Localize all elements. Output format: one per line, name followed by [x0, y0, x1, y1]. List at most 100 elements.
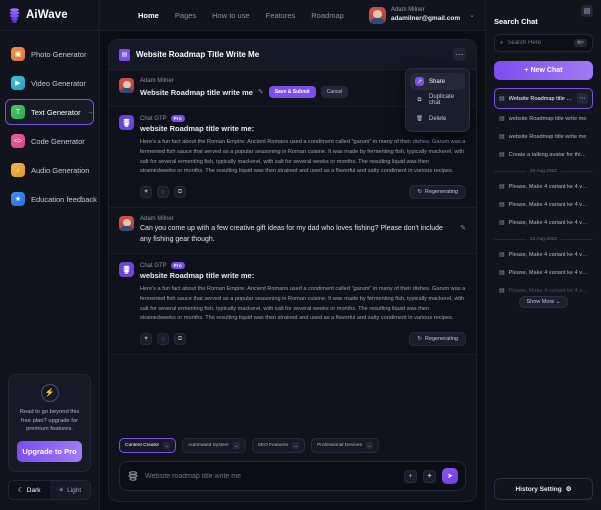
edit-icon[interactable]: ✎ — [460, 225, 466, 233]
copy-icon[interactable]: ⧉ — [174, 333, 186, 346]
chat-list-item-active[interactable]: ▤ Website Roadmap title write me ⋯ — [494, 88, 593, 109]
menu-item-share[interactable]: ↗ Share — [410, 73, 465, 90]
chat-list-item[interactable]: ▤ Please, Make 4 variant ke 4 varian — [494, 264, 593, 281]
chat-list-item[interactable]: ▤ website Roadmap title write me — [494, 128, 593, 145]
suggestion-tags: Content Creator → Automated System → SEO… — [119, 438, 466, 453]
nav-features[interactable]: Features — [265, 10, 296, 20]
like-icon[interactable]: ♥ — [140, 333, 152, 346]
bulb-icon[interactable]: ♢ — [157, 186, 169, 199]
nav-how-to-use[interactable]: How to use — [212, 10, 250, 20]
tag-content-creator[interactable]: Content Creator → — [119, 438, 177, 453]
like-icon[interactable]: ♥ — [140, 186, 152, 199]
sidebar-item-photo-generator[interactable]: ▣ Photo Generator — [5, 41, 94, 67]
tag-seo-features[interactable]: SEO Features → — [251, 438, 306, 453]
menu-item-label: Share — [429, 78, 446, 85]
duplicate-icon: ⧉ — [417, 96, 422, 103]
search-icon: ⌕ — [500, 39, 504, 46]
nav-pages[interactable]: Pages — [174, 10, 197, 20]
theme-toggle: ☾ Dark ☀ Light — [8, 480, 91, 500]
chat-list-item[interactable]: ▤ Please, Make 4 variant ke 4 varian — [494, 178, 593, 195]
document-icon: ▤ — [499, 202, 505, 208]
status-badge: Pro — [170, 115, 185, 122]
content-area: ▤ Website Roadmap Title Write Me ⋯ ↗ Sha… — [100, 31, 485, 510]
chat-list-item-label: Please, Make 4 variant ke 4 varian — [508, 287, 588, 294]
chat-list-item-label: Create a talking avatar for this scrip — [508, 151, 588, 158]
education-icon: ★ — [11, 192, 25, 206]
menu-item-duplicate-chat[interactable]: ⧉ Duplicate chat — [410, 90, 465, 110]
chat-list-item[interactable]: ▤ Please, Make 4 variant ke 4 varian — [494, 196, 593, 213]
regenerate-button[interactable]: ↻ Regenerating — [409, 185, 466, 200]
sidebar-item-code-generator[interactable]: <> Code Generator — [5, 128, 94, 154]
message-body: Here's a fun fact about the Roman Empire… — [140, 139, 466, 175]
send-button[interactable]: ➤ — [442, 468, 458, 484]
chat-list-item[interactable]: ▤ Create a talking avatar for this scrip — [494, 146, 593, 163]
chat-list-item[interactable]: ▤ Please, Make 4 variant ke 4 varian — [494, 246, 593, 263]
left-sidebar: AiWave ▣ Photo Generator ▶ Video Generat… — [0, 0, 100, 510]
trash-icon: 🗑 — [416, 115, 423, 122]
avatar — [368, 6, 386, 24]
regenerate-button[interactable]: ↻ Regenerating — [409, 332, 466, 347]
sidebar-item-education-feedback[interactable]: ★ Education feedback — [5, 186, 97, 212]
nav-roadmap[interactable]: Roadmap — [311, 10, 344, 20]
video-icon: ▶ — [11, 76, 25, 90]
document-icon: ▤ — [499, 288, 505, 294]
chat-list-item[interactable]: ▤ Please, Make 4 variant ke 4 varian — [494, 214, 593, 231]
document-icon: ▤ — [499, 152, 505, 158]
document-icon: ▤ — [499, 252, 505, 258]
regenerate-label: Regenerating — [424, 189, 458, 196]
message-actions: ♥ ♢ ⧉ ↻ Regenerating — [140, 185, 466, 200]
tag-automated-system[interactable]: Automated System → — [182, 438, 246, 453]
history-setting-label: History Setting — [515, 485, 562, 493]
sidebar-item-label: Code Generator — [31, 136, 85, 146]
save-and-submit-button[interactable]: Save & Submit — [268, 86, 316, 98]
user-name: Adam Milner — [390, 6, 425, 13]
upgrade-card: ⚡ Read to go beyond this free plan? upgr… — [8, 373, 91, 472]
message-input[interactable] — [145, 472, 398, 480]
photo-icon: ▣ — [11, 47, 25, 61]
edit-icon[interactable]: ✎ — [257, 89, 264, 96]
brand[interactable]: AiWave — [0, 0, 99, 31]
chevron-right-icon: → — [232, 442, 240, 449]
chat-header: ▤ Website Roadmap Title Write Me ⋯ — [109, 40, 476, 70]
cancel-button[interactable]: Cancel — [320, 86, 349, 98]
chatgpt-avatar-icon — [119, 115, 134, 130]
add-attachment-button[interactable]: + — [404, 469, 417, 483]
new-chat-button[interactable]: + New Chat — [494, 61, 593, 80]
date-label: 21 Aug 2023 — [530, 237, 557, 242]
menu-item-label: Delete — [429, 115, 447, 122]
chat-list-item-label: Please, Make 4 variant ke 4 varian — [508, 219, 588, 226]
chat-list-item-label: Website Roadmap title write me — [508, 95, 573, 102]
menu-item-delete[interactable]: 🗑 Delete — [410, 110, 465, 127]
sidebar-item-audio-generation[interactable]: ♪ Audio Generation — [5, 157, 94, 183]
theme-light-button[interactable]: ☀ Light — [50, 481, 91, 499]
nav-home[interactable]: Home — [138, 10, 159, 20]
sidebar-item-label: Video Generator — [31, 78, 86, 88]
regenerate-label: Regenerating — [424, 336, 458, 343]
sidebar-item-text-generator[interactable]: T Text Generator → — [5, 99, 94, 125]
history-setting-button[interactable]: History Setting ⚙ — [494, 478, 593, 500]
top-navbar: Home Pages How to use Features Roadmap A… — [100, 0, 485, 31]
copy-icon[interactable]: ⧉ — [174, 186, 186, 199]
chat-menu-button[interactable]: ⋯ — [453, 48, 466, 61]
tag-professional-devices[interactable]: Professional Devices → — [311, 438, 379, 453]
document-icon: ▤ — [119, 48, 130, 61]
show-more-button[interactable]: Show More ⌄ — [518, 296, 569, 308]
upgrade-text: Read to go beyond this free plan? upgrad… — [19, 408, 80, 433]
sidebar-item-label: Text Generator — [31, 107, 81, 117]
user-menu[interactable]: Adam Milner adamilner@gmail.com ⌄ — [368, 6, 475, 24]
chevron-right-icon: → — [163, 442, 171, 449]
theme-dark-button[interactable]: ☾ Dark — [9, 481, 50, 499]
sidebar-item-video-generator[interactable]: ▶ Video Generator — [5, 70, 94, 96]
top-nav-links: Home Pages How to use Features Roadmap — [138, 11, 344, 20]
upgrade-to-pro-button[interactable]: Upgrade to Pro — [17, 441, 82, 462]
search-input[interactable] — [507, 40, 570, 46]
chat-item-menu-button[interactable]: ⋯ — [577, 93, 588, 104]
chevron-down-icon[interactable]: ⌄ — [469, 12, 475, 19]
mic-icon[interactable]: ✦ — [423, 469, 436, 483]
chat-list-item[interactable]: ▤ Please, Make 4 variant ke 4 varian — [494, 282, 593, 299]
collapse-icon[interactable]: ▤ — [581, 5, 593, 17]
composer: + ✦ ➤ — [119, 461, 466, 491]
bulb-icon[interactable]: ♢ — [157, 333, 169, 346]
chat-list-item[interactable]: ▤ website Roadmap title write me — [494, 110, 593, 127]
